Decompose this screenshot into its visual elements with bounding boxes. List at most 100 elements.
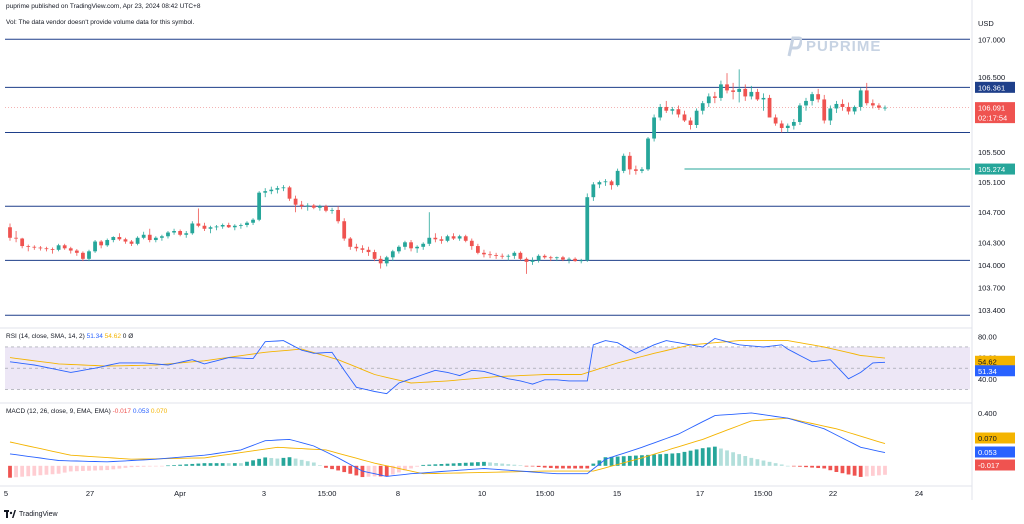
candle-body (421, 243, 426, 247)
candle (676, 105, 681, 118)
macd-histogram-bar (731, 452, 735, 466)
time-tick-label: 3 (262, 489, 266, 498)
candle-body (220, 224, 225, 227)
candle (166, 231, 170, 239)
time-tick-label: 10 (478, 489, 486, 498)
candle (257, 191, 262, 222)
candle (706, 93, 711, 107)
candle-body (554, 257, 559, 259)
macd-histogram-bar (415, 465, 420, 467)
candle (330, 207, 334, 214)
macd-histogram-bar (870, 465, 875, 476)
candle-body (719, 84, 723, 98)
candle (749, 85, 754, 100)
candle-body (658, 106, 663, 118)
candle (652, 114, 656, 142)
candle (287, 185, 292, 201)
price-tick-label: 106.500 (978, 73, 1005, 82)
candle-body (360, 248, 365, 250)
candle-body (384, 257, 389, 264)
candle (573, 257, 577, 262)
macd-histogram-bar (141, 465, 146, 467)
price-tick-label: 105.100 (978, 178, 1005, 187)
macd-histogram-bar (117, 465, 122, 469)
candle (196, 208, 201, 228)
price-tick-label: 107.000 (978, 35, 1005, 44)
candle-body (324, 206, 328, 211)
macd-histogram-bar (846, 465, 851, 475)
candle (743, 84, 748, 101)
macd-histogram-bar (257, 458, 262, 466)
candle-body (530, 260, 535, 262)
macd-histogram-bar (767, 461, 772, 466)
candle (737, 69, 742, 103)
candle (160, 234, 164, 241)
time-tick-label: 27 (86, 489, 94, 498)
macd-histogram-bar (561, 465, 565, 469)
candle (38, 246, 43, 251)
rsi-ma-price-label-box (975, 355, 1015, 367)
candle-body (160, 236, 164, 238)
candle (475, 243, 480, 255)
publish-info: puprime published on TradingView.com, Ap… (6, 3, 201, 10)
macd-histogram-bar (81, 465, 85, 471)
candle-body (226, 224, 231, 228)
candle-body (44, 248, 49, 250)
candle (627, 152, 632, 175)
macd-histogram-bar (403, 465, 407, 471)
candle-body (840, 103, 845, 107)
candle-body (858, 90, 863, 107)
candle-body (172, 231, 176, 233)
candle-body (518, 252, 523, 259)
candle-body (14, 237, 18, 239)
candle-body (500, 255, 505, 257)
candle-body (409, 242, 413, 249)
rsi-ma-value: 54.62 (104, 333, 121, 340)
candle-body (828, 108, 833, 121)
candle (378, 255, 383, 269)
macd-histogram-bar (439, 464, 444, 466)
macd-histogram-bar (524, 465, 529, 467)
candle (554, 256, 559, 262)
candle-body (123, 239, 128, 242)
candle-body (257, 192, 262, 220)
candle-body (567, 258, 571, 260)
rsi-extra-2: Ø (128, 333, 134, 340)
macd-histogram-bar (536, 465, 541, 468)
macd-histogram-bar (245, 461, 249, 466)
macd-histogram-bar (384, 465, 389, 477)
macd-histogram-bar (694, 449, 699, 466)
candle-body (536, 255, 541, 261)
candle-body (275, 188, 280, 190)
macd-value: 0.053 (132, 408, 150, 415)
rsi-line (9, 338, 886, 395)
macd-histogram-bar (166, 465, 170, 467)
candle (390, 249, 395, 262)
macd-histogram-bar (457, 463, 462, 466)
candle (226, 222, 231, 229)
macd-price-label-box (975, 446, 1015, 458)
macd-histogram-bar (567, 465, 571, 469)
candle (26, 244, 31, 252)
candle (767, 94, 772, 118)
candle (682, 110, 687, 122)
candle (439, 236, 444, 244)
candle (299, 200, 304, 210)
candle (561, 255, 565, 262)
candle-body (573, 258, 577, 262)
macd-histogram-bar (719, 448, 723, 466)
candle (688, 117, 693, 130)
candle-body (469, 240, 474, 247)
macd-histogram-bar (518, 465, 523, 466)
tradingview-footer[interactable]: TradingView (4, 510, 58, 518)
candle (111, 236, 116, 243)
macd-histogram-bar (311, 462, 316, 466)
macd-histogram-bar (785, 465, 790, 467)
candle (828, 105, 833, 125)
candle-body (178, 231, 183, 235)
time-tick-label: 5 (4, 489, 8, 498)
candle-body (743, 88, 748, 97)
brand-logo: PUPRIME (806, 38, 882, 55)
macd-histogram-bar (220, 463, 225, 466)
